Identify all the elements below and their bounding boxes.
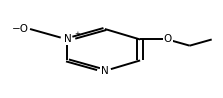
Text: N: N [101,66,109,76]
Text: N: N [64,34,71,44]
Text: −O: −O [12,24,29,34]
Text: O: O [163,34,172,44]
Text: +: + [74,31,80,37]
